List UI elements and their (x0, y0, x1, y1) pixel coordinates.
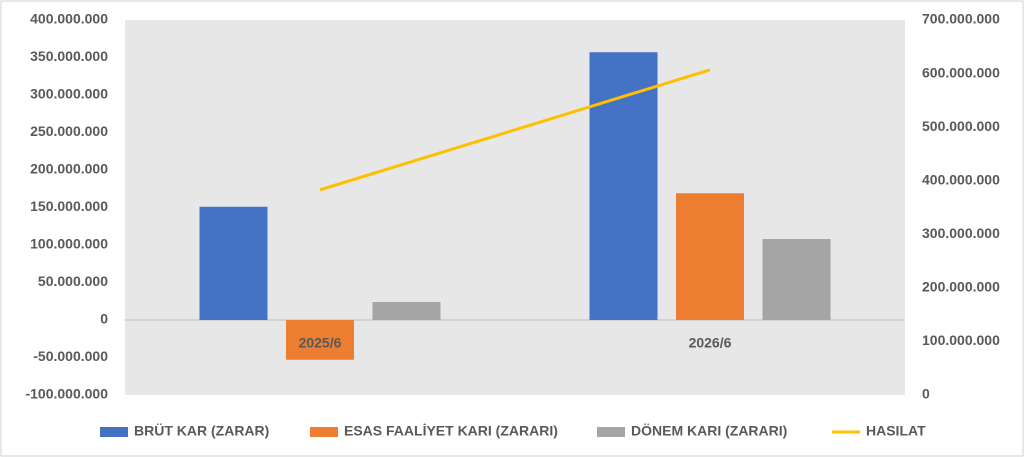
legend-swatch (310, 427, 338, 437)
legend-label: BRÜT KAR (ZARAR) (134, 423, 269, 439)
y-tick-label: 100.000.000 (30, 236, 108, 252)
bar (589, 52, 658, 320)
x-tick-label: 2025/6 (299, 335, 342, 351)
y-tick-label: 400.000.000 (30, 11, 108, 27)
y-tick-label: -50.000.000 (33, 348, 108, 364)
y-tick-label: 300.000.000 (30, 86, 108, 102)
bar (762, 239, 831, 320)
y2-tick-label: 0 (922, 386, 930, 402)
y-tick-label: 0 (100, 311, 108, 327)
legend-swatch (597, 427, 625, 437)
bar (286, 320, 354, 360)
y2-tick-label: 600.000.000 (922, 64, 1000, 80)
y2-tick-label: 100.000.000 (922, 332, 1000, 348)
legend-swatch (100, 427, 128, 437)
bar (199, 206, 268, 320)
line-series (319, 68, 711, 192)
y-tick-label: 200.000.000 (30, 161, 108, 177)
legend-label: HASILAT (866, 423, 926, 439)
y-tick-label: 50.000.000 (38, 273, 108, 289)
y2-tick-label: 400.000.000 (922, 171, 1000, 187)
y2-tick-label: 500.000.000 (922, 118, 1000, 134)
y2-tick-label: 700.000.000 (922, 11, 1000, 27)
y2-tick-label: 300.000.000 (922, 225, 1000, 241)
y2-tick-label: 200.000.000 (922, 279, 1000, 295)
legend-label: ESAS FAALİYET KARI (ZARARI) (344, 423, 558, 439)
y-tick-label: 350.000.000 (30, 48, 108, 64)
x-tick-label: 2026/6 (689, 335, 732, 351)
y-tick-label: 250.000.000 (30, 123, 108, 139)
bar (372, 302, 441, 320)
y-tick-label: 150.000.000 (30, 198, 108, 214)
legend-label: DÖNEM KARI (ZARARI) (631, 423, 787, 439)
y-tick-label: -100.000.000 (25, 386, 108, 402)
bar (676, 193, 744, 320)
